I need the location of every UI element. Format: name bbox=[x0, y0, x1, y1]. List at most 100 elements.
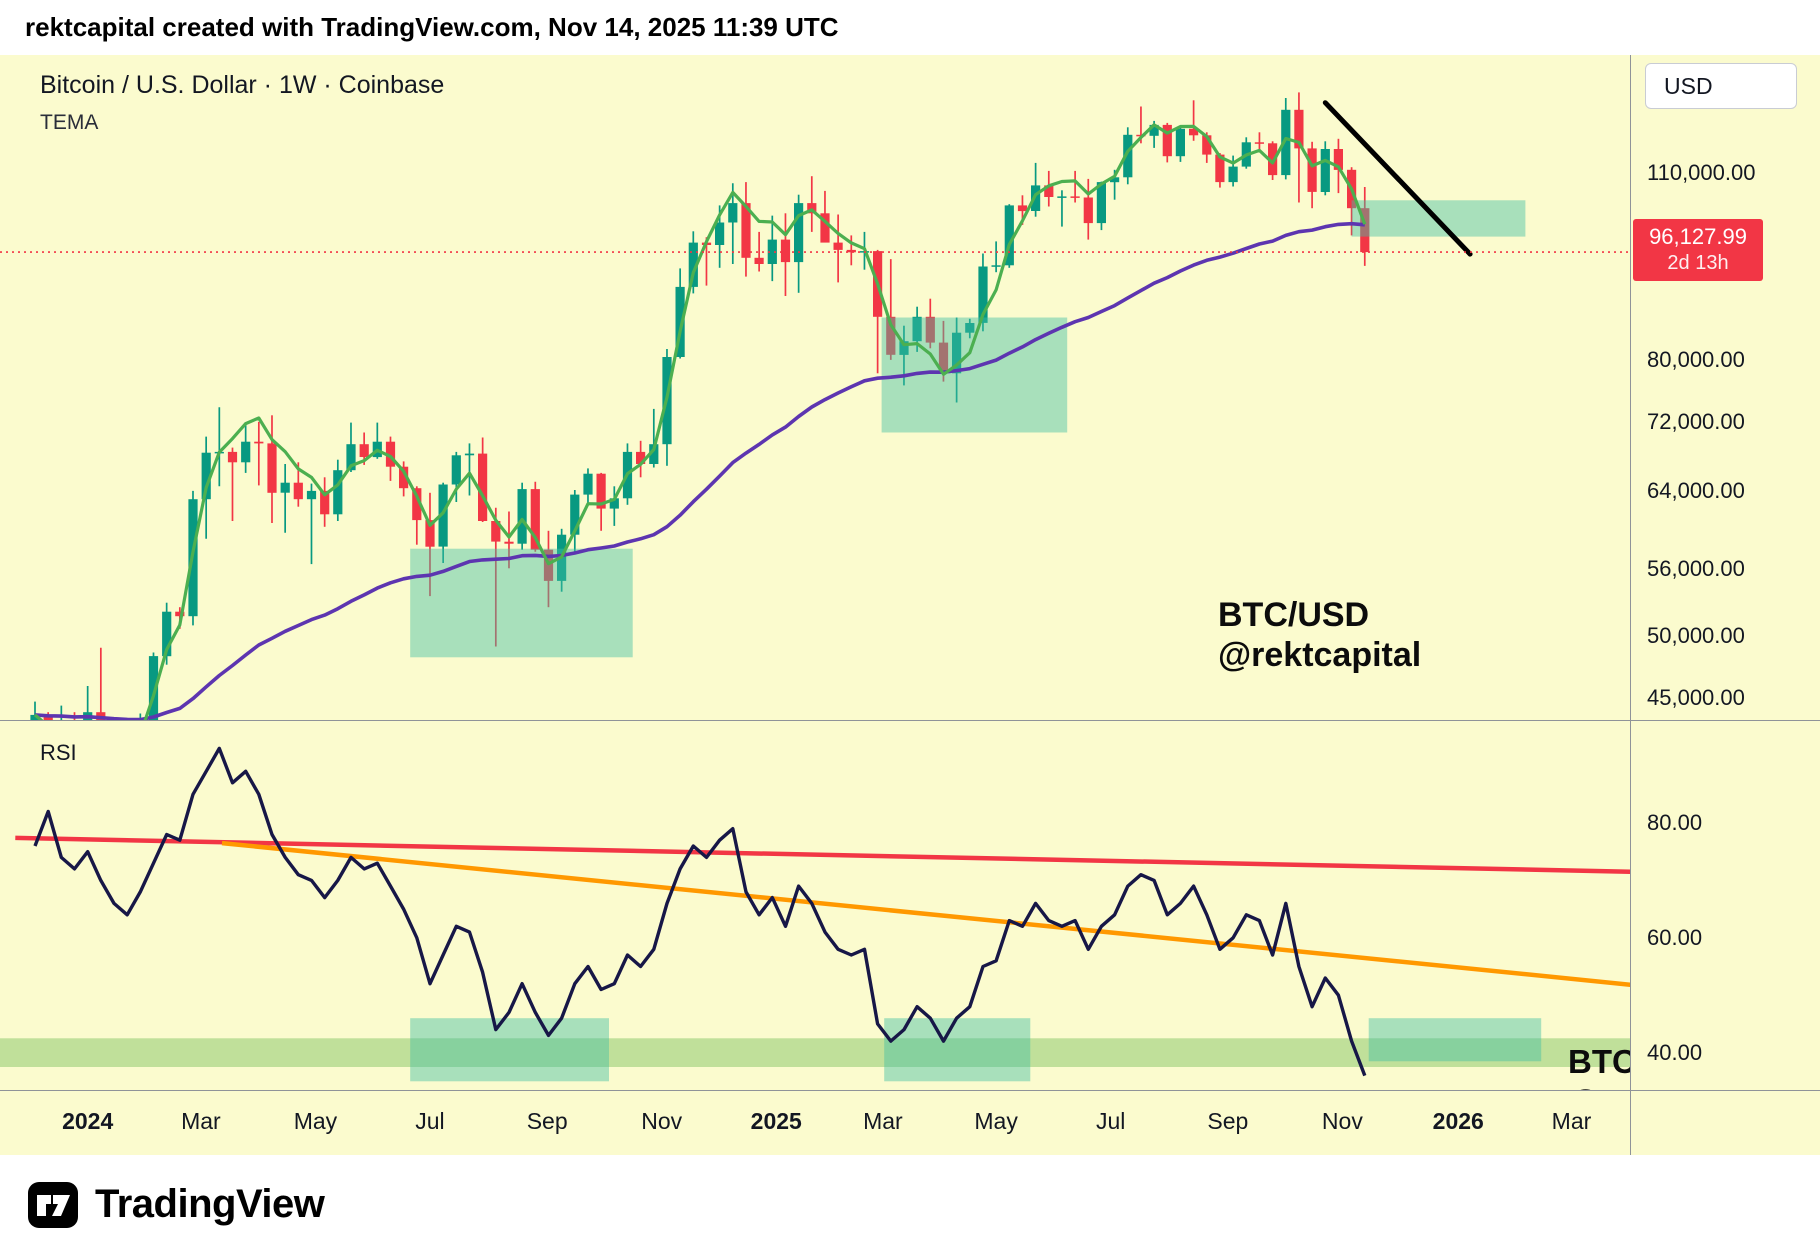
candle-body bbox=[1110, 177, 1120, 183]
price-axis-tick: 72,000.00 bbox=[1647, 408, 1745, 434]
time-axis-label: Mar bbox=[181, 1108, 221, 1134]
rsi-resistance-line-red[interactable] bbox=[15, 835, 1630, 875]
candle-body bbox=[688, 242, 698, 287]
support-zone-box[interactable] bbox=[410, 548, 633, 658]
candle-body bbox=[1307, 148, 1317, 192]
tradingview-logo-icon[interactable] bbox=[28, 1181, 80, 1229]
attribution-text: rektcapital created with TradingView.com… bbox=[25, 12, 839, 42]
chart-legend: Bitcoin / U.S. Dollar · 1W · Coinbase TE… bbox=[40, 71, 444, 135]
candle-body bbox=[399, 466, 409, 489]
candle-body bbox=[912, 316, 922, 342]
time-axis-separator bbox=[0, 1090, 1820, 1091]
candle-body bbox=[306, 490, 317, 500]
candle-body bbox=[1044, 185, 1054, 197]
rsi-watermark-line1: BTC/USD bbox=[1568, 1043, 1630, 1080]
candle-body bbox=[425, 520, 435, 547]
symbol-title[interactable]: Bitcoin / U.S. Dollar · 1W · Coinbase bbox=[40, 71, 445, 99]
candle-body bbox=[570, 494, 580, 535]
last-price-badge: 96,127.99 2d 13h bbox=[1633, 219, 1763, 282]
candle-body bbox=[438, 484, 448, 547]
tradingview-wordmark[interactable]: TradingView bbox=[95, 1182, 325, 1226]
candle-body bbox=[543, 549, 554, 581]
candle-body bbox=[1254, 142, 1264, 144]
currency-toggle-button[interactable]: USD bbox=[1645, 63, 1797, 109]
last-price-value: 96,127.99 bbox=[1649, 224, 1747, 250]
bar-countdown: 2d 13h bbox=[1667, 252, 1729, 275]
candle-body bbox=[162, 611, 172, 657]
candle-body bbox=[201, 452, 211, 500]
rsi-watermark-line2: @rektcapital bbox=[1568, 1082, 1630, 1090]
price-pane[interactable]: Bitcoin / U.S. Dollar · 1W · Coinbase TE… bbox=[0, 55, 1630, 720]
candle-body bbox=[1017, 205, 1028, 212]
time-axis-label: 2024 bbox=[62, 1108, 114, 1134]
candle-body bbox=[833, 242, 843, 250]
candle-body bbox=[886, 316, 896, 355]
time-axis[interactable]: 2024 Mar May Jul Sep Nov 2025 Mar May Jul Sep Nov 20… bbox=[0, 1090, 1630, 1155]
time-axis-label: Nov bbox=[1321, 1108, 1363, 1134]
watermark-line2: @rektcapital bbox=[1218, 636, 1422, 674]
rsi-zone-box[interactable] bbox=[410, 1018, 609, 1082]
time-axis-label: May bbox=[974, 1108, 1018, 1134]
price-chart-canvas[interactable] bbox=[0, 55, 1630, 720]
price-axis-tick: 56,000.00 bbox=[1647, 556, 1745, 582]
candle-body bbox=[227, 451, 238, 463]
candle-body bbox=[412, 488, 422, 521]
candle-body bbox=[1057, 196, 1067, 198]
candle-body bbox=[1189, 128, 1199, 136]
candle-body bbox=[583, 473, 593, 495]
rsi-chart-canvas[interactable] bbox=[0, 720, 1630, 1090]
candle-body bbox=[175, 611, 185, 617]
candle-body bbox=[1215, 154, 1225, 183]
candle-body bbox=[596, 473, 606, 509]
candle-body bbox=[464, 453, 475, 456]
candle-body bbox=[1281, 109, 1291, 176]
candle-body bbox=[1333, 149, 1343, 170]
rsi-axis-tick: 60.00 bbox=[1647, 924, 1703, 950]
candle-body bbox=[794, 203, 804, 263]
rsi-zone-box[interactable] bbox=[884, 1018, 1031, 1082]
time-axis-label: Nov bbox=[641, 1108, 683, 1134]
candle-body bbox=[807, 203, 817, 214]
candle-body bbox=[359, 444, 369, 457]
candle-body bbox=[991, 265, 1001, 267]
watermark: BTC/USD @rektcapital bbox=[1218, 595, 1421, 675]
candle-body bbox=[754, 257, 764, 264]
time-axis-label: Mar bbox=[863, 1108, 903, 1134]
candle-body bbox=[741, 203, 751, 258]
rsi-pane[interactable]: RSI BTC/USD @rektcapital bbox=[0, 720, 1630, 1090]
candle-body bbox=[333, 470, 343, 515]
candle-body bbox=[254, 441, 264, 444]
candle-body bbox=[715, 222, 725, 245]
candle-body bbox=[1228, 166, 1238, 183]
price-axis-tick: 50,000.00 bbox=[1647, 622, 1745, 648]
candle-body bbox=[385, 441, 396, 467]
time-axis-label: 2026 bbox=[1432, 1108, 1484, 1134]
rsi-axis-tick: 80.00 bbox=[1647, 810, 1703, 835]
candle-body bbox=[1268, 143, 1278, 176]
candle-body bbox=[280, 482, 290, 493]
candle-body bbox=[1202, 135, 1212, 155]
indicator-label[interactable]: TEMA bbox=[40, 111, 99, 134]
candle-body bbox=[30, 714, 40, 720]
candle-body bbox=[1096, 182, 1106, 224]
candle-body bbox=[978, 266, 988, 323]
price-axis-tick: 45,000.00 bbox=[1647, 684, 1745, 710]
candle-body bbox=[293, 482, 303, 500]
time-axis-label: Jul bbox=[415, 1108, 445, 1134]
rsi-axis-tick: 40.00 bbox=[1647, 1039, 1703, 1065]
time-axis-label: Sep bbox=[526, 1108, 568, 1134]
time-axis-label: May bbox=[293, 1108, 338, 1134]
rsi-zone-box[interactable] bbox=[1368, 1018, 1542, 1062]
candle-body bbox=[346, 444, 356, 471]
rsi-resistance-line-orange[interactable] bbox=[221, 840, 1630, 987]
price-axis[interactable]: USD 96,127.99 2d 13h 110,000.00 80,000.00… bbox=[1630, 55, 1820, 1155]
candle-body bbox=[636, 451, 646, 464]
rsi-pane-label[interactable]: RSI bbox=[40, 740, 77, 765]
candle-body bbox=[780, 239, 791, 263]
rsi-watermark-clipped: BTC/USD @rektcapital bbox=[1568, 1042, 1630, 1090]
pane-separator[interactable] bbox=[0, 720, 1820, 721]
candle-body bbox=[517, 489, 527, 544]
candle-body bbox=[820, 213, 830, 243]
price-axis-tick: 80,000.00 bbox=[1647, 346, 1745, 372]
downtrend-line[interactable] bbox=[1322, 100, 1473, 257]
